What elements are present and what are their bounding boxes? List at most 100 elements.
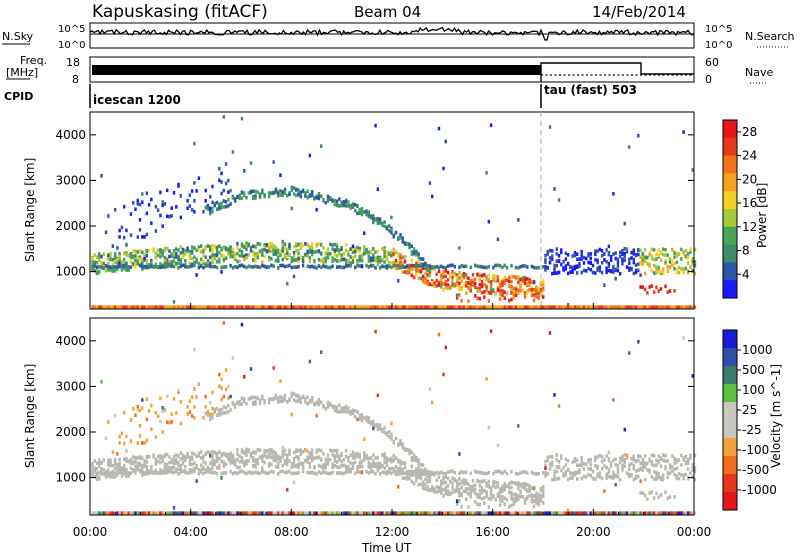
power-cell [483, 273, 486, 277]
velocity-cell [544, 474, 547, 478]
power-cell [575, 252, 579, 257]
velocity-cell [519, 484, 522, 488]
x-tick-label: 20:00 [576, 525, 611, 539]
power-cell [483, 265, 486, 270]
power-cell [399, 262, 402, 266]
power-cell [530, 291, 534, 296]
power-cell [564, 264, 568, 268]
power-cell [143, 305, 146, 309]
power-cell [233, 265, 237, 269]
power-cell [179, 251, 182, 255]
power-cell [243, 257, 246, 262]
velocity-cell [417, 475, 420, 479]
freq-label: Freq. [20, 54, 47, 67]
velocity-cell [485, 511, 488, 515]
velocity-cell [209, 414, 212, 419]
colorbar-segment [723, 173, 737, 192]
velocity-cell [220, 471, 223, 476]
power-cell [98, 255, 101, 260]
power-cell [163, 259, 167, 264]
velocity-cell [675, 458, 679, 462]
power-cell [315, 195, 318, 200]
velocity-cell [116, 471, 119, 475]
power-cell [338, 305, 341, 309]
velocity-cell [338, 454, 341, 458]
power-cell [394, 305, 398, 309]
velocity-cell [320, 400, 323, 405]
power-cell [297, 264, 300, 269]
nave-trace [540, 62, 694, 82]
velocity-cell [523, 487, 527, 492]
power-cell [116, 265, 119, 269]
velocity-cell [517, 486, 520, 491]
power-cell [168, 263, 171, 268]
power-cell [292, 274, 296, 279]
velocity-cell [424, 472, 427, 477]
power-cell [623, 221, 626, 226]
power-cell [218, 244, 221, 248]
power-cell [555, 247, 558, 251]
power-cell [523, 292, 527, 297]
velocity-cell [412, 472, 416, 477]
velocity-cell [279, 469, 282, 474]
power-cell [451, 270, 454, 275]
velocity-cell [458, 487, 461, 492]
power-cell [591, 263, 595, 268]
velocity-cell [514, 493, 518, 498]
velocity-cell [301, 511, 305, 515]
power-cell [657, 305, 660, 309]
velocity-cell [598, 474, 602, 479]
power-cell [381, 257, 384, 262]
power-cell [435, 284, 438, 288]
velocity-cell [503, 484, 506, 489]
velocity-cell [460, 479, 463, 484]
velocity-cell [317, 470, 321, 474]
velocity-cell [376, 461, 380, 466]
velocity-cell [469, 484, 472, 489]
power-cell [209, 194, 212, 199]
power-cell [184, 264, 187, 269]
velocity-cell [220, 407, 223, 412]
power-cell [326, 256, 330, 260]
power-cell [120, 225, 124, 230]
power-cell [494, 263, 497, 268]
velocity-cell [444, 475, 447, 479]
velocity-cell [530, 486, 534, 490]
power-cell [270, 263, 273, 268]
velocity-cell [360, 470, 364, 475]
velocity-cell [628, 467, 631, 471]
power-cell [159, 190, 162, 195]
power-cell [301, 259, 305, 263]
velocity-cell [655, 491, 658, 496]
power-cell [548, 125, 552, 129]
velocity-cell [118, 441, 121, 445]
velocity-cell [528, 486, 531, 491]
power-cell [249, 305, 253, 309]
velocity-cell [288, 450, 291, 454]
velocity-cell [206, 409, 210, 414]
power-cell [367, 259, 370, 263]
power-cell [591, 270, 595, 275]
velocity-cell [503, 482, 506, 486]
velocity-cell [544, 511, 547, 515]
power-cell [501, 283, 504, 287]
velocity-cell [668, 463, 672, 467]
power-cell [222, 305, 226, 309]
velocity-cell [317, 511, 321, 515]
power-cell [95, 255, 99, 259]
velocity-cell [383, 456, 386, 461]
velocity-cell [150, 427, 153, 431]
power-cell [236, 241, 239, 246]
power-cell [421, 262, 425, 267]
power-cell [639, 248, 642, 253]
velocity-cell [383, 511, 386, 515]
velocity-cell [245, 447, 248, 452]
power-cell [172, 264, 176, 269]
velocity-cell [331, 465, 334, 470]
power-cell [301, 243, 305, 248]
velocity-cell [369, 466, 373, 471]
power-cell [664, 253, 667, 257]
velocity-cell [530, 497, 534, 502]
power-cell [494, 292, 497, 296]
power-cell [519, 288, 522, 293]
